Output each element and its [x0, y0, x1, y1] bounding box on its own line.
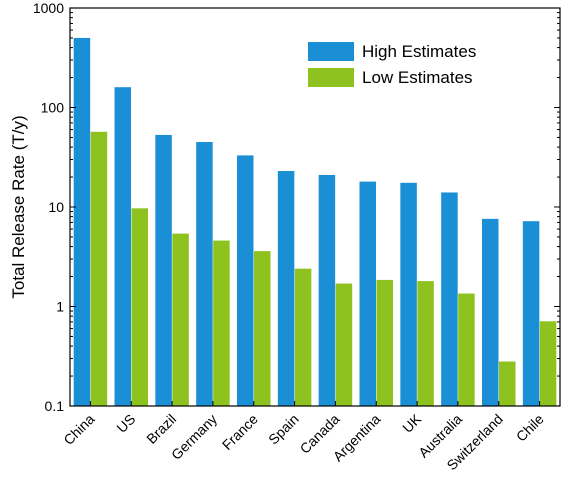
- x-tick-label: US: [113, 411, 138, 436]
- bar-low-uk: [417, 281, 434, 406]
- bars-layer: [73, 37, 557, 407]
- x-tick-label: Germany: [168, 411, 220, 463]
- bar-low-china: [90, 131, 108, 407]
- bar-low-france: [254, 251, 271, 406]
- bar-high-argentina: [359, 181, 376, 406]
- bar-high-australia: [441, 192, 458, 406]
- bar-high-canada: [318, 174, 336, 406]
- bar-low-argentina: [376, 279, 393, 406]
- bar-low-australia: [458, 293, 475, 406]
- y-tick-label: 1000: [33, 0, 64, 16]
- bar-high-chile: [522, 221, 540, 406]
- bar-high-germany: [196, 142, 213, 406]
- bar-low-spain: [294, 268, 312, 406]
- bar-high-us: [114, 87, 131, 406]
- y-tick-label: 10: [48, 199, 64, 215]
- bar-high-uk: [400, 182, 417, 406]
- x-tick-label: UK: [399, 410, 425, 436]
- bar-high-china: [73, 37, 91, 406]
- y-axis: 0.1 1 10 100 1000: [33, 0, 560, 414]
- y-tick-label: 0.1: [45, 398, 65, 414]
- x-tick-label: Chile: [513, 411, 547, 445]
- y-tick-label: 100: [41, 100, 65, 116]
- bar-low-brazil: [172, 233, 189, 406]
- bar-high-spain: [277, 171, 295, 406]
- bar-high-brazil: [155, 134, 172, 406]
- y-tick-label: 1: [56, 299, 64, 315]
- bar-low-us: [131, 208, 148, 406]
- x-tick-label: China: [60, 411, 97, 448]
- legend-label-high: High Estimates: [362, 42, 476, 61]
- legend: High Estimates Low Estimates: [308, 42, 476, 87]
- legend-swatch-high: [308, 42, 354, 61]
- bar-low-germany: [213, 240, 230, 406]
- bar-low-switzerland: [499, 361, 516, 406]
- bar-high-switzerland: [482, 218, 499, 406]
- legend-label-low: Low Estimates: [362, 68, 473, 87]
- bar-low-chile: [539, 321, 557, 406]
- legend-swatch-low: [308, 68, 354, 87]
- bar-high-france: [237, 155, 254, 406]
- y-axis-label: Total Release Rate (T/y): [9, 115, 28, 298]
- x-tick-label: Spain: [265, 411, 302, 448]
- x-tick-label: France: [219, 411, 261, 453]
- bar-low-canada: [335, 283, 353, 406]
- x-tick-label: Brazil: [143, 411, 179, 447]
